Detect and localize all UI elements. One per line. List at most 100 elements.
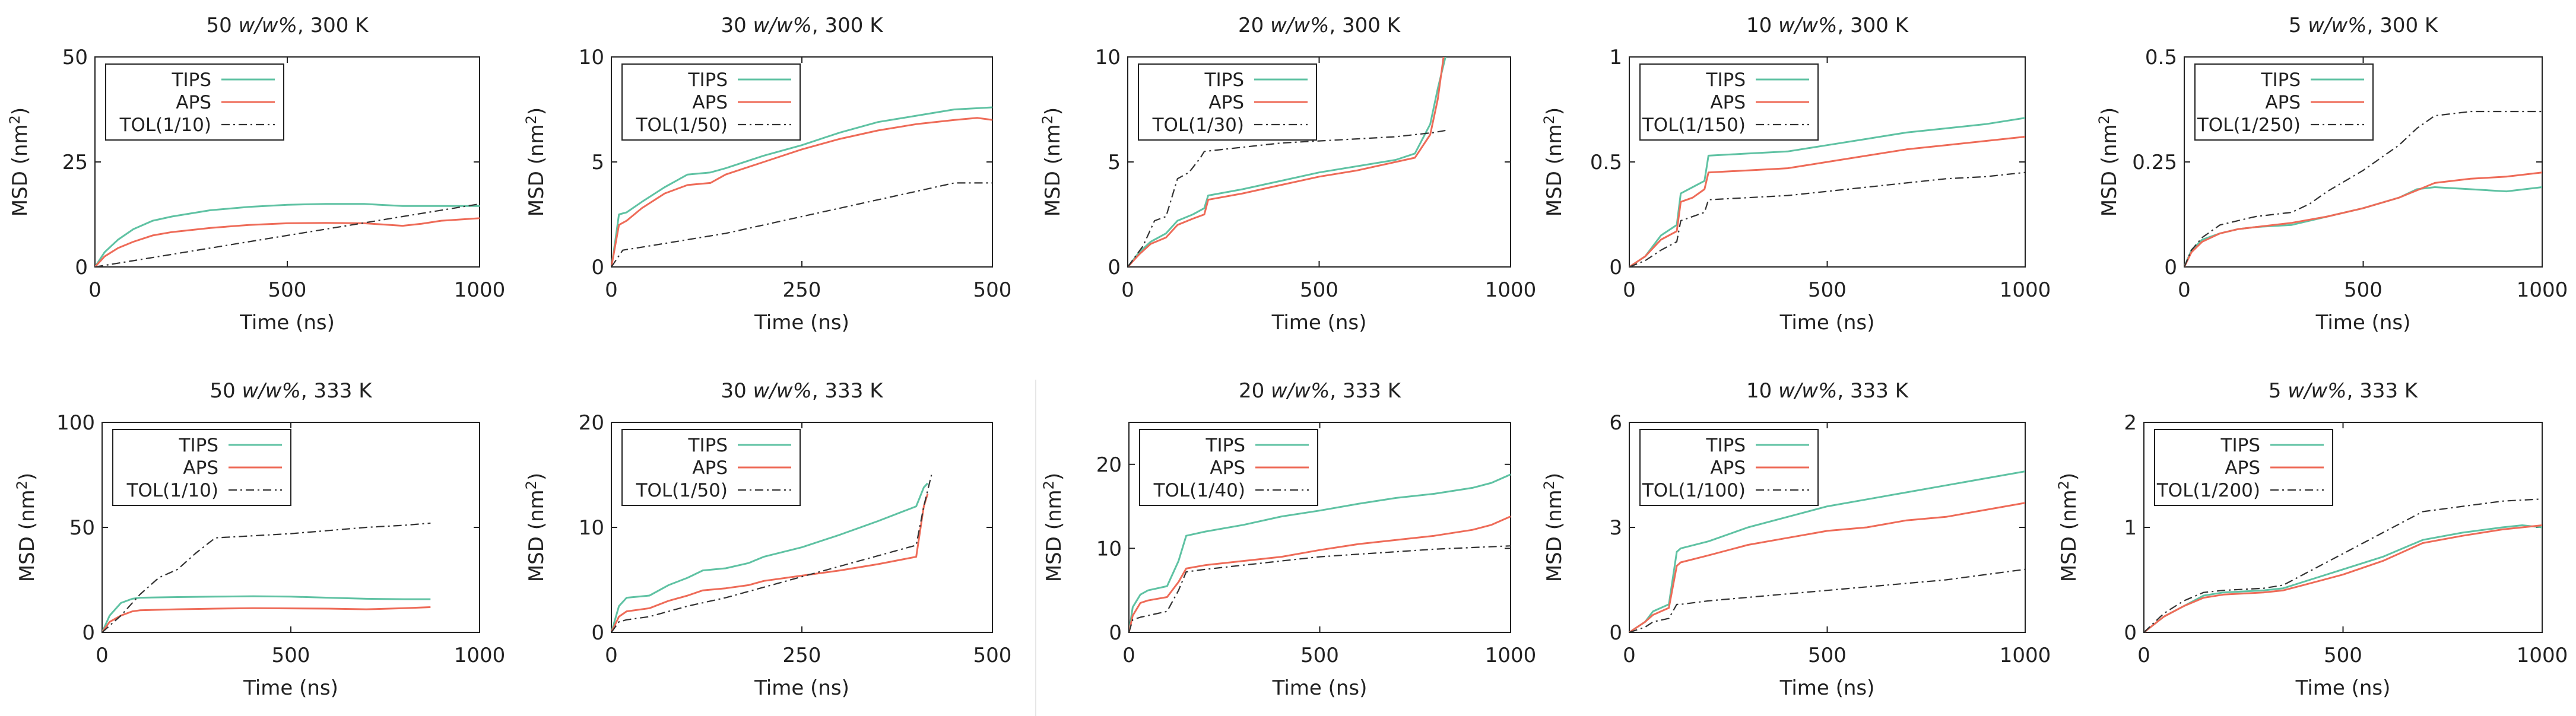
chart-panel: 5 w/w%, 333 K 0 500 1000 0 1 2 Time (ns) MSD (nm… [2055, 379, 2568, 700]
x-tick-label: 0 [1122, 644, 1135, 667]
legend-label: TOL(1/200) [2156, 480, 2260, 501]
x-axis-label: Time (ns) [243, 676, 338, 700]
y-tick-label: 0 [82, 621, 95, 645]
x-tick-label: 0 [2137, 644, 2150, 667]
chart-panel: 30 w/w%, 333 K 0 250 500 0 10 20 Time (ns) MSD (… [523, 379, 1011, 700]
x-tick-label: 1000 [1485, 644, 1537, 667]
x-tick-label: 1000 [2517, 644, 2568, 667]
y-tick-label: 50 [69, 516, 95, 540]
legend-label: TIPS [2220, 435, 2260, 456]
y-tick-label: 0.25 [2132, 151, 2177, 174]
y-axis-label: MSD (nm2) [14, 473, 39, 582]
chart-panel: 20 w/w%, 333 K 0 500 1000 0 10 20 Time (ns) MSD … [1040, 379, 1536, 700]
x-axis-label: Time (ns) [2295, 676, 2391, 700]
y-tick-label: 5 [591, 151, 604, 174]
legend-label: TIPS [172, 69, 211, 91]
x-axis-label: Time (ns) [754, 311, 849, 335]
chart-panel: 10 w/w%, 300 K 0 500 1000 0 0.5 1 Time (ns) MSD … [1541, 14, 2051, 335]
chart-title: 20 w/w%, 333 K [1239, 379, 1402, 403]
x-tick-label: 500 [1300, 644, 1339, 667]
y-tick-label: 0 [2164, 256, 2177, 279]
y-tick-label: 10 [1096, 537, 1122, 561]
y-axis-label: MSD (nm2) [523, 473, 548, 582]
y-tick-label: 0 [1109, 621, 1122, 645]
legend-label: APS [176, 92, 211, 113]
x-tick-label: 1000 [2000, 278, 2051, 302]
chart-title: 50 w/w%, 300 K [206, 14, 369, 37]
y-tick-label: 5 [1108, 151, 1121, 174]
chart-title: 20 w/w%, 300 K [1238, 14, 1401, 37]
legend-label: TIPS [688, 435, 728, 456]
y-axis-label: MSD (nm2) [2096, 107, 2121, 217]
y-tick-label: 10 [1095, 46, 1121, 69]
series-line-tol [1629, 568, 2025, 632]
series-line-aps [1629, 136, 2025, 267]
series-line-aps [1629, 502, 2025, 632]
y-tick-label: 0.5 [1590, 151, 1622, 174]
x-axis-label: Time (ns) [1272, 676, 1368, 700]
x-tick-label: 500 [973, 644, 1012, 667]
y-tick-label: 0 [591, 621, 604, 645]
y-axis-label: MSD (nm2) [2055, 473, 2081, 582]
series-line-tips [1129, 473, 1511, 632]
y-tick-label: 1 [1609, 46, 1622, 69]
series-line-tips [95, 203, 480, 267]
y-tick-label: 25 [62, 151, 88, 174]
y-tick-label: 1 [2124, 516, 2137, 540]
chart-title: 10 w/w%, 333 K [1746, 379, 1909, 403]
series-line-tol [102, 522, 431, 632]
series-line-tips [1629, 470, 2025, 632]
series-line-tol [611, 475, 932, 632]
legend-label: TOL(1/40) [1153, 480, 1245, 501]
legend-label: TIPS [688, 69, 728, 91]
y-tick-label: 0 [75, 256, 88, 279]
series-line-aps [1129, 515, 1511, 632]
legend-label: APS [2225, 457, 2260, 479]
legend-label: APS [1208, 92, 1244, 113]
legend-label: TOL(1/150) [1642, 114, 1746, 136]
series-line-tol [95, 203, 480, 267]
chart-title: 10 w/w%, 300 K [1746, 14, 1909, 37]
x-tick-label: 0 [605, 278, 618, 302]
chart-title: 5 w/w%, 333 K [2269, 379, 2419, 403]
chart-panel: 30 w/w%, 300 K 0 250 500 0 5 10 Time (ns) MSD (n… [523, 14, 1011, 335]
x-tick-label: 1000 [1485, 278, 1537, 302]
x-tick-label: 0 [88, 278, 101, 302]
x-tick-label: 0 [2178, 278, 2191, 302]
series-line-aps [611, 117, 992, 267]
legend-label: TOL(1/100) [1642, 480, 1746, 501]
y-tick-label: 50 [62, 46, 88, 69]
x-tick-label: 1000 [454, 278, 506, 302]
legend-label: APS [1710, 92, 1746, 113]
legend-label: TIPS [1204, 69, 1244, 91]
series-line-tol [1128, 129, 1446, 267]
y-tick-label: 20 [579, 411, 604, 435]
x-tick-label: 250 [783, 644, 821, 667]
y-tick-label: 6 [1609, 411, 1622, 435]
chart-title: 50 w/w%, 333 K [210, 379, 373, 403]
y-tick-label: 0 [1609, 256, 1622, 279]
y-axis-label: MSD (nm2) [7, 107, 32, 217]
x-axis-label: Time (ns) [754, 676, 849, 700]
chart-title: 5 w/w%, 300 K [2289, 14, 2439, 37]
series-line-tol [2184, 110, 2542, 267]
series-line-aps [95, 217, 480, 267]
series-line-tol [1129, 545, 1511, 632]
series-line-tips [611, 482, 928, 632]
x-axis-label: Time (ns) [2315, 311, 2411, 335]
x-tick-label: 0 [1623, 278, 1636, 302]
y-tick-label: 3 [1609, 516, 1622, 540]
series-line-aps [2184, 171, 2542, 267]
series-line-aps [2144, 524, 2542, 632]
legend-label: APS [1210, 457, 1245, 479]
x-tick-label: 500 [2344, 278, 2383, 302]
chart-title: 30 w/w%, 333 K [721, 379, 884, 403]
legend-label: TOL(1/50) [636, 480, 728, 501]
x-tick-label: 0 [605, 644, 618, 667]
y-tick-label: 0 [591, 256, 604, 279]
series-line-tips [1128, 57, 1446, 267]
x-axis-label: Time (ns) [1779, 676, 1875, 700]
y-tick-label: 0 [1609, 621, 1622, 645]
x-tick-label: 500 [973, 278, 1012, 302]
series-line-aps [1128, 57, 1445, 267]
